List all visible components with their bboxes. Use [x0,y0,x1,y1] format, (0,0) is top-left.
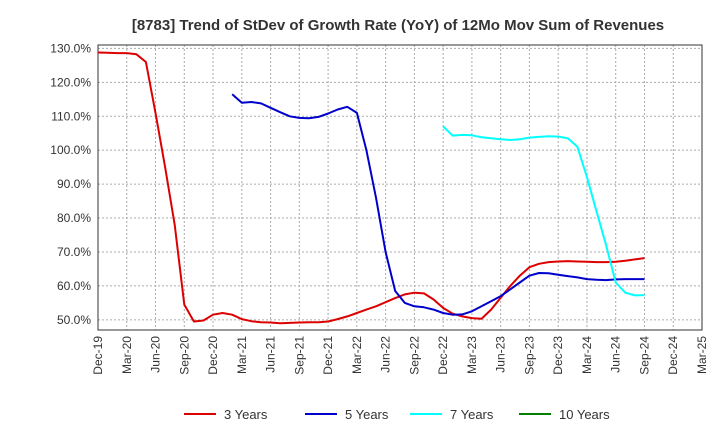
x-tick-label: Sep-22 [407,336,421,375]
y-tick-label: 130.0% [50,41,91,55]
x-tick-label: Sep-20 [177,336,191,375]
y-tick-label: 80.0% [57,211,91,225]
series-lines [97,51,645,325]
legend-label-3-years: 3 Years [224,407,268,422]
x-tick-label: Mar-21 [235,336,249,374]
y-axis: 50.0% 60.0% 70.0% 80.0% 90.0% 100.0% 110.0% 120… [50,41,91,326]
plot-area [97,44,703,331]
y-tick-label: 120.0% [50,75,91,89]
chart-title: [8783] Trend of StDev of Growth Rate (Yo… [132,17,664,34]
series-line-5-years [231,93,645,316]
x-tick-label: Mar-20 [120,336,134,374]
x-tick-label: Sep-24 [637,336,651,375]
x-tick-label: Jun-21 [264,336,278,373]
legend: 3 Years 5 Years 7 Years 10 Years [184,407,610,422]
x-tick-label: Dec-21 [321,336,335,375]
y-tick-label: 90.0% [57,177,91,191]
x-tick-label: Dec-23 [551,336,565,375]
x-tick-label: Mar-25 [695,336,709,374]
x-tick-label: Jun-20 [149,336,163,373]
series-line-7-years [442,125,645,297]
x-tick-label: Sep-21 [292,336,306,375]
x-axis: Dec-19 Mar-20 Jun-20 Sep-20 Dec-20 Mar-21 Jun-… [91,336,709,375]
x-tick-label: Dec-24 [666,336,680,375]
y-tick-label: 50.0% [57,313,91,327]
y-tick-label: 110.0% [51,109,91,123]
y-tick-label: 70.0% [57,245,91,259]
x-tick-label: Mar-23 [465,336,479,374]
series-line-3-years [97,51,645,325]
x-tick-label: Mar-24 [580,336,594,374]
y-tick-label: 100.0% [50,143,91,157]
x-tick-label: Jun-24 [609,336,623,373]
grid [97,45,703,330]
y-tick-label: 60.0% [57,279,91,293]
legend-label-7-years: 7 Years [450,407,494,422]
x-tick-label: Mar-22 [350,336,364,374]
x-tick-label: Dec-19 [91,336,105,375]
legend-label-10-years: 10 Years [559,407,610,422]
x-tick-label: Jun-23 [494,336,508,373]
x-tick-label: Dec-20 [206,336,220,375]
legend-label-5-years: 5 Years [345,407,389,422]
x-tick-label: Jun-22 [379,336,393,373]
x-tick-label: Dec-22 [436,336,450,375]
x-tick-label: Sep-23 [522,336,536,375]
